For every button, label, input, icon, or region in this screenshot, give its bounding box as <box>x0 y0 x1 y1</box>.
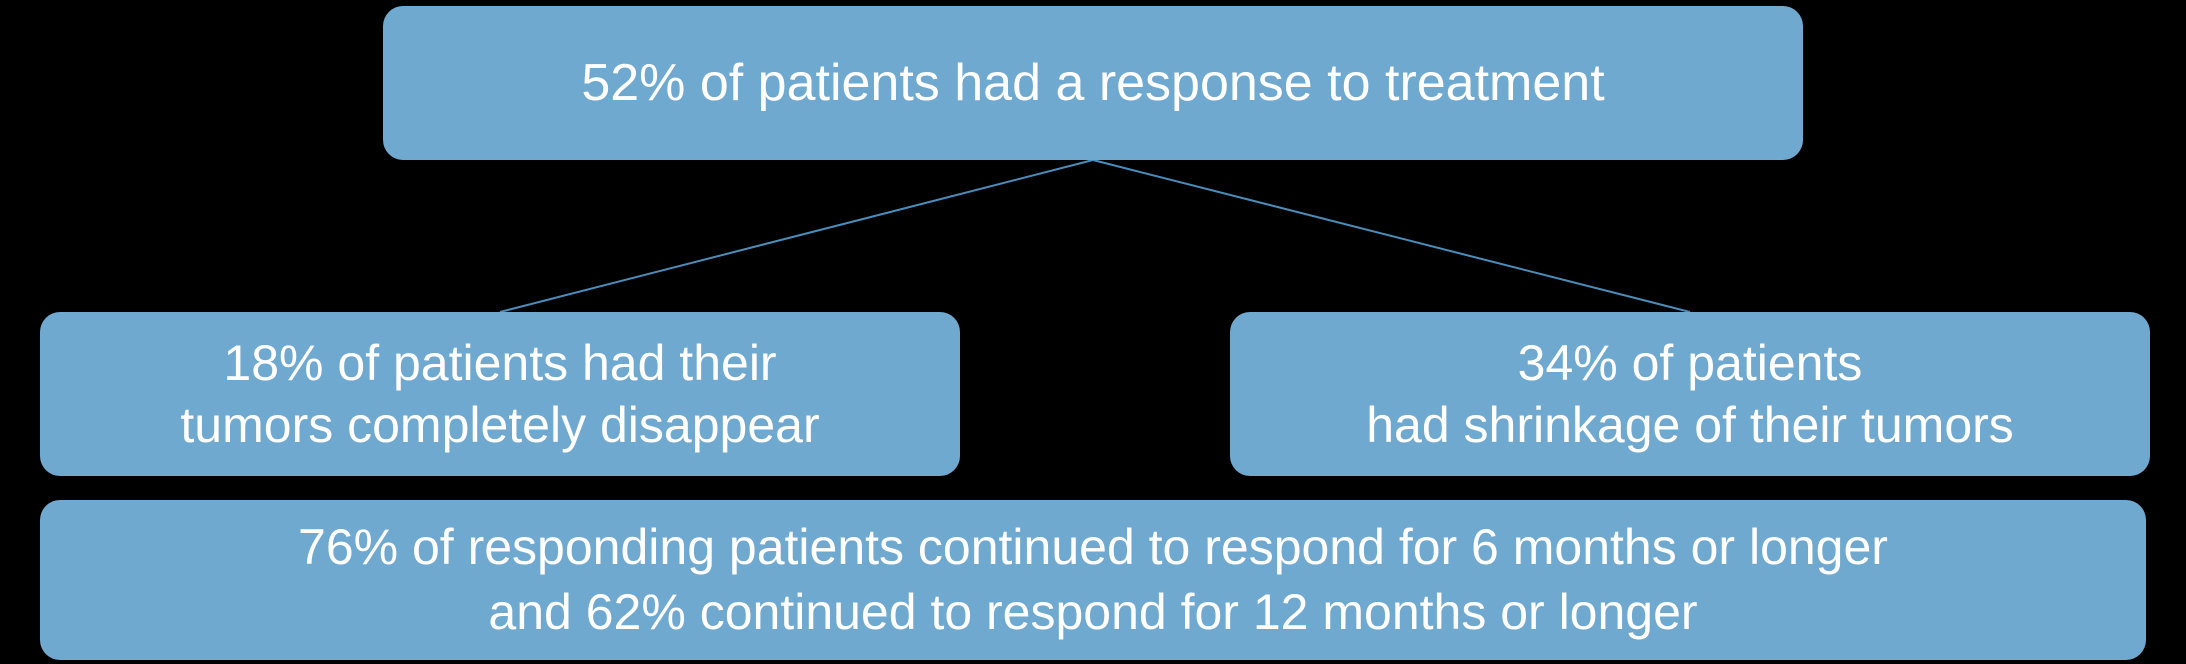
bottom-node: 76% of responding patients continued to … <box>40 500 2146 660</box>
left-line2: tumors completely disappear <box>180 397 819 453</box>
edge-top-right <box>1093 160 1690 312</box>
top-node-text: 52% of patients had a response to treatm… <box>581 53 1604 113</box>
bottom-node-text: 76% of responding patients continued to … <box>298 515 1888 645</box>
edge-top-left <box>500 160 1093 312</box>
right-node: 34% of patients had shrinkage of their t… <box>1230 312 2150 476</box>
left-node: 18% of patients had their tumors complet… <box>40 312 960 476</box>
right-node-text: 34% of patients had shrinkage of their t… <box>1366 332 2014 457</box>
left-node-text: 18% of patients had their tumors complet… <box>180 332 819 457</box>
bottom-line2: and 62% continued to respond for 12 mont… <box>488 584 1697 640</box>
left-line1: 18% of patients had their <box>223 335 776 391</box>
right-line2: had shrinkage of their tumors <box>1366 397 2014 453</box>
bottom-line1: 76% of responding patients continued to … <box>298 519 1888 575</box>
top-node: 52% of patients had a response to treatm… <box>383 6 1803 160</box>
right-line1: 34% of patients <box>1518 335 1863 391</box>
